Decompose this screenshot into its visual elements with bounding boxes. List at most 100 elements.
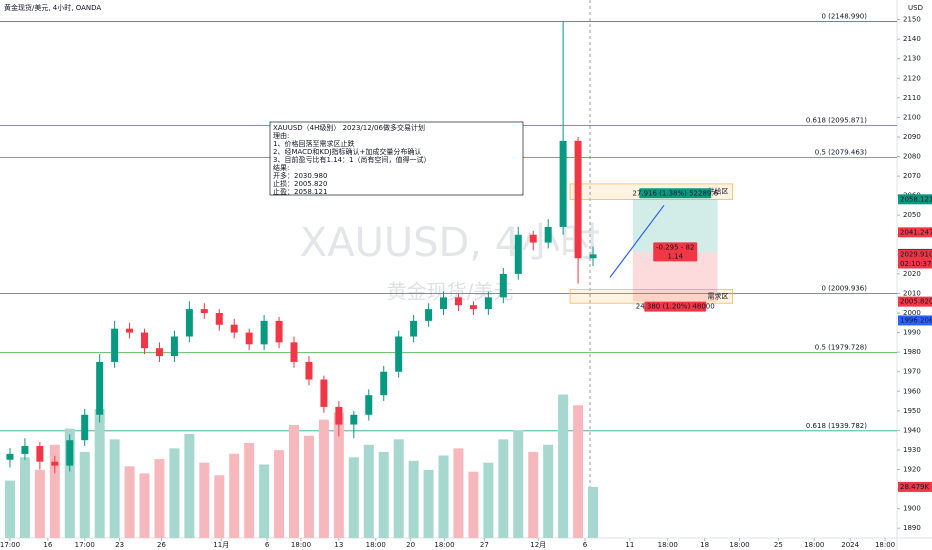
candle-body	[410, 320, 418, 337]
x-tick-label: 18:00	[875, 541, 895, 549]
volume-label: 28.479K	[900, 483, 929, 491]
candle-body	[200, 309, 208, 314]
price-label-bg	[898, 315, 932, 326]
volume-bar	[468, 471, 479, 538]
volume-bar	[289, 425, 300, 538]
y-tick-label: 1900	[903, 505, 921, 513]
note-line: XAUUSD（4H级别） 2023/12/06做多交易计划	[273, 123, 425, 132]
volume-bar	[573, 405, 584, 538]
volume-bar	[154, 459, 165, 538]
candle-body	[380, 371, 388, 396]
candle-body	[141, 332, 149, 349]
x-tick-label: 20	[406, 541, 415, 549]
note-line: 开多：2030.980	[273, 171, 327, 180]
candle-body	[559, 140, 567, 227]
volume-bar	[393, 439, 404, 538]
y-tick-label: 2090	[903, 133, 921, 141]
volume-label-bg	[898, 481, 932, 492]
candle-body	[126, 328, 134, 333]
x-tick-label: 18:00	[434, 541, 454, 549]
note-line: 2、经MACD和KDJ指标确认+加成交量分布确认	[273, 147, 421, 156]
price-label-bg	[898, 296, 932, 307]
y-tick-label: 1950	[903, 407, 921, 415]
candle-body	[544, 226, 552, 243]
countdown-bg	[898, 259, 932, 269]
volume-bar	[259, 464, 270, 538]
volume-bar	[348, 457, 359, 538]
zone-label: 需求区	[708, 291, 729, 300]
price-label-bg	[898, 249, 932, 260]
candle-body	[305, 361, 313, 380]
candle-body	[589, 254, 597, 259]
y-tick-label: 2070	[903, 172, 921, 180]
volume-bar	[4, 480, 15, 538]
x-tick-label: 18:00	[291, 541, 311, 549]
currency: USD	[908, 4, 923, 12]
candle-body	[440, 297, 448, 310]
y-tick-label: 1970	[903, 368, 921, 376]
price-label-bg	[898, 194, 932, 205]
volume-bar	[528, 451, 539, 538]
x-tick-label: 18:00	[804, 541, 824, 549]
plot-layer	[0, 21, 897, 538]
y-tick-label: 1980	[903, 348, 921, 356]
y-tick-label: 1920	[903, 466, 921, 474]
price-label: 1996.208	[900, 316, 932, 324]
volume-bar	[229, 453, 240, 538]
fib-label: 0 (2009.936)	[821, 285, 867, 293]
volume-bar	[588, 486, 599, 538]
candle-body	[335, 406, 343, 425]
volume-bar	[438, 455, 449, 538]
volume-bar	[483, 462, 494, 538]
candle-body	[21, 446, 29, 454]
note-line: 1、价格回落至需求区止跌	[273, 139, 354, 148]
candle-body	[469, 305, 477, 310]
volume-bar	[109, 439, 120, 538]
x-tick-label: 6	[265, 541, 270, 549]
fib-label: 0 (2148.990)	[821, 13, 867, 21]
x-tick-label: 17:00	[75, 541, 95, 549]
candle-body	[215, 313, 223, 325]
y-tick-label: 2020	[903, 270, 921, 278]
y-tick-label: 1930	[903, 446, 921, 454]
candle-body	[454, 297, 462, 306]
x-tick-label: 16	[43, 541, 52, 549]
x-tick-label: 17:00	[0, 541, 20, 549]
countdown: 02:10:37	[900, 260, 931, 268]
x-tick-label: 6	[583, 541, 588, 549]
volume-bar	[139, 473, 150, 538]
note-line: 止损：2005.820	[273, 179, 327, 188]
y-tick-label: 2080	[903, 153, 921, 161]
x-tick-label: 2024	[841, 541, 859, 549]
position-label: -0.295 - 82	[656, 243, 694, 251]
volume-bar	[184, 433, 195, 538]
x-tick-label: 27	[480, 541, 489, 549]
volume-bar	[318, 419, 329, 538]
volume-bar	[498, 439, 509, 538]
volume-bar	[274, 450, 285, 538]
x-tick-label: 11月	[213, 541, 229, 549]
candle-body	[514, 234, 522, 274]
volume-bar	[333, 412, 344, 538]
fib-label: 0.5 (2079.463)	[815, 149, 867, 157]
position-label: 27.916 (1.38%) 52289.6	[632, 189, 718, 197]
fib-label: 0.618 (1939.782)	[806, 422, 867, 430]
x-tick-label: 12月	[530, 541, 546, 549]
candle-body	[51, 461, 59, 466]
x-tick-label: 18:00	[658, 541, 678, 549]
x-tick-label: 26	[157, 541, 166, 549]
candle-body	[484, 297, 492, 310]
x-tick-label: 18	[700, 541, 709, 549]
volume-bar	[94, 408, 105, 538]
volume-bar	[244, 442, 255, 538]
y-tick-label: 1990	[903, 329, 921, 337]
x-tick-label: 18:00	[729, 541, 749, 549]
x-tick-label: 13	[334, 541, 343, 549]
volume-bar	[408, 460, 419, 538]
volume-bar	[124, 466, 135, 538]
chart-title: 黄金现货/美元, 4小时, OANDA	[4, 3, 101, 12]
y-tick-label: 1940	[903, 426, 921, 434]
volume-bar	[513, 430, 524, 538]
